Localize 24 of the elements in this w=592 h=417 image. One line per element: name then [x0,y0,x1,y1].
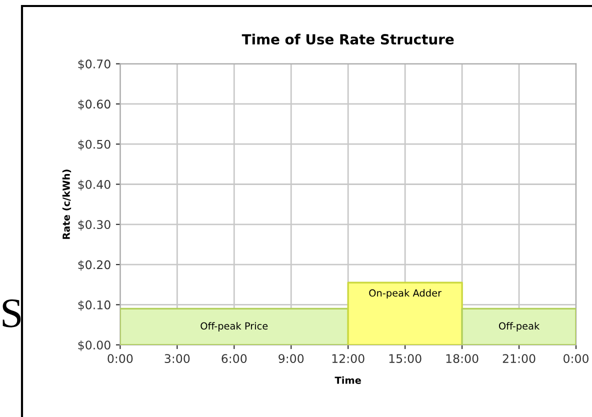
y-tick-label: $0.30 [78,220,110,231]
x-tick-label: 9:00 [278,354,304,364]
x-tick-label: 3:00 [164,354,190,364]
series-label: Off-peak Price [200,322,268,332]
chart-title: Time of Use Rate Structure [242,34,454,45]
x-tick-label: 15:00 [389,354,422,364]
x-tick-label: 0:00 [108,354,133,364]
y-tick-label: $0.20 [78,260,110,271]
x-tick-label: 0:00 [564,354,588,364]
series-label: On-peak Adder [369,289,442,299]
y-tick-label: $0.50 [78,140,110,150]
y-tick-label: $0.40 [78,180,110,190]
series-label: Off-peak [498,322,540,332]
y-axis-title: Rate (c/kWh) [62,170,72,239]
x-tick-label: 18:00 [446,354,478,364]
x-tick-label: 6:00 [222,354,247,364]
x-axis-title: Time [334,376,361,384]
y-tick-label: $0.60 [78,99,110,110]
x-tick-label: 21:00 [502,354,536,364]
y-tick-label: $0.10 [78,300,110,311]
text: S [2,299,21,328]
x-tick-label: 12:00 [332,354,364,364]
y-tick-label: $0.70 [78,59,110,70]
y-tick-label: $0.00 [78,340,110,352]
